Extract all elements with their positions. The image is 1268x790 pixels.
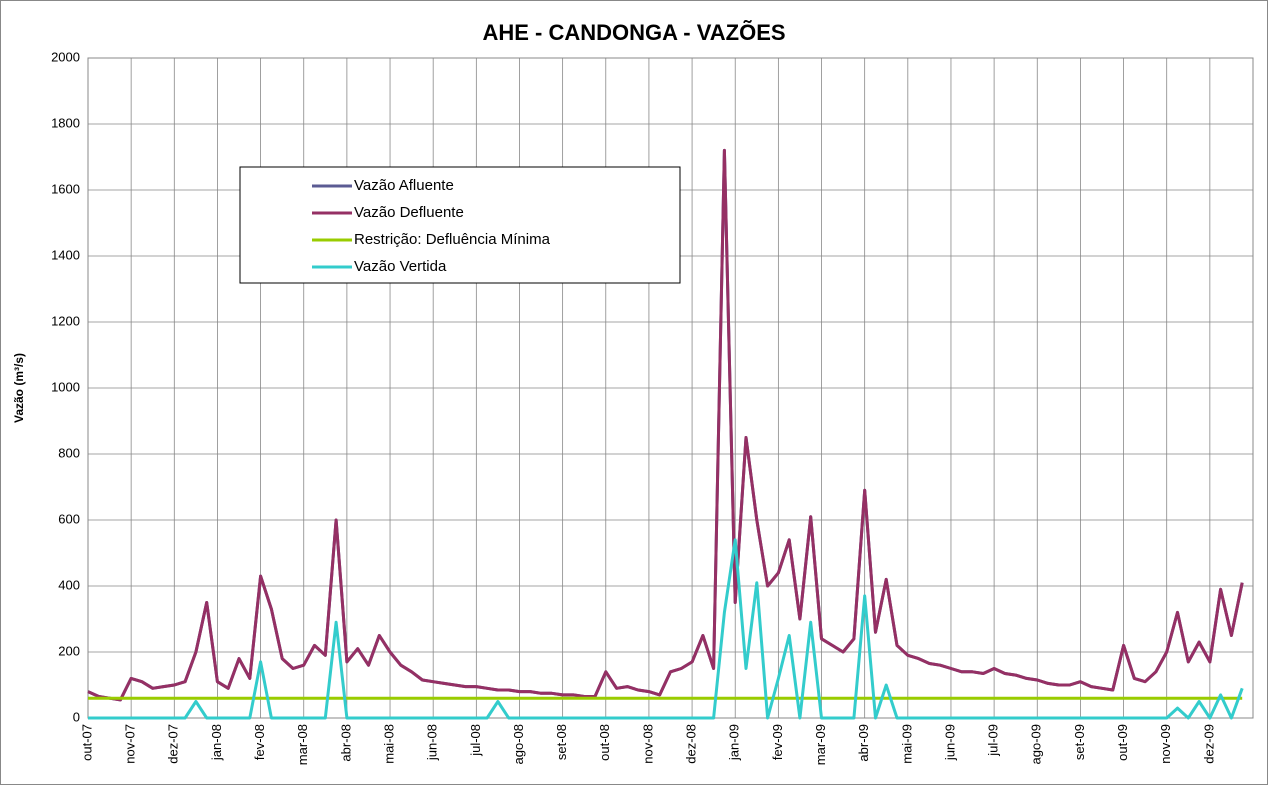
x-tick-label: fev-09 [770, 724, 785, 760]
y-tick-label: 1000 [51, 379, 80, 394]
y-axis-label: Vazão (m³/s) [12, 353, 26, 423]
legend-box [239, 166, 681, 284]
x-tick-label: jan-08 [209, 724, 224, 761]
x-tick-label: dez-08 [684, 724, 699, 764]
x-tick-label: mai-08 [381, 724, 396, 764]
y-tick-label: 0 [73, 709, 80, 724]
x-tick-label: mar-09 [813, 724, 828, 765]
x-tick-label: ago-08 [511, 724, 526, 764]
y-tick-label: 200 [58, 643, 80, 658]
y-tick-label: 1600 [51, 181, 80, 196]
y-tick-label: 2000 [51, 49, 80, 64]
x-tick-label: jun-08 [425, 724, 440, 761]
legend-label: Restrição: Defluência Mínima [354, 231, 551, 248]
x-tick-label: out-08 [597, 724, 612, 761]
y-tick-label: 1200 [51, 313, 80, 328]
x-tick-label: mar-08 [295, 724, 310, 765]
x-tick-label: abr-09 [856, 724, 871, 762]
x-tick-label: dez-09 [1201, 724, 1216, 764]
x-tick-label: jun-09 [942, 724, 957, 761]
x-tick-label: dez-07 [166, 724, 181, 764]
x-tick-label: ago-09 [1029, 724, 1044, 764]
x-tick-label: jan-09 [727, 724, 742, 761]
x-tick-label: set-09 [1072, 724, 1087, 760]
y-tick-label: 1400 [51, 247, 80, 262]
y-tick-label: 800 [58, 445, 80, 460]
x-tick-label: out-09 [1115, 724, 1130, 761]
x-tick-label: nov-08 [640, 724, 655, 764]
x-tick-label: set-08 [554, 724, 569, 760]
chart-title: AHE - CANDONGA - VAZÕES [482, 20, 785, 45]
x-tick-label: jul-08 [468, 724, 483, 757]
x-tick-label: nov-07 [123, 724, 138, 764]
y-tick-label: 400 [58, 577, 80, 592]
x-tick-label: out-07 [79, 724, 94, 761]
legend-label: Vazão Afluente [354, 177, 454, 194]
x-tick-label: fev-08 [252, 724, 267, 760]
y-tick-label: 600 [58, 511, 80, 526]
series-line [88, 538, 1244, 720]
x-tick-label: abr-08 [338, 724, 353, 762]
legend-label: Vazão Defluente [354, 204, 464, 221]
y-tick-label: 1800 [51, 115, 80, 130]
x-tick-label: mai-09 [899, 724, 914, 764]
legend-label: Vazão Vertida [354, 258, 447, 275]
x-tick-label: nov-09 [1158, 724, 1173, 764]
x-tick-label: jul-09 [986, 724, 1001, 757]
series-line [87, 148, 1244, 702]
